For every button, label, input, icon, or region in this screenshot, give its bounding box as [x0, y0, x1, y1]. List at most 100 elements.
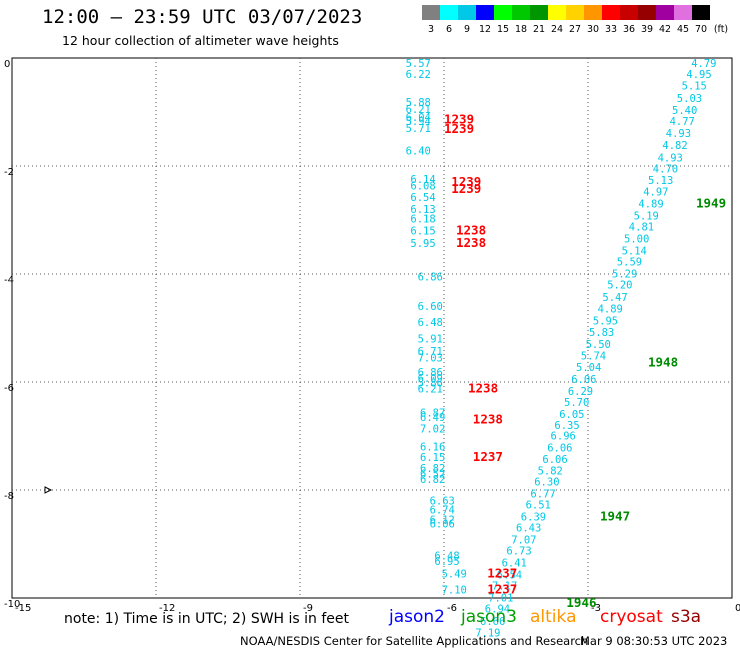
swh-value: 6.54 [497, 569, 522, 581]
swh-value: 6.41 [502, 558, 527, 570]
swh-value: 6.06 [571, 374, 596, 386]
swh-value: 7.19 [475, 628, 500, 640]
swh-value: 6.05 [559, 409, 584, 421]
pass-time-cryosat: 1238 [473, 411, 503, 426]
pass-time-jason3: 1947 [600, 509, 630, 524]
pass-time-jason3: 1948 [648, 355, 678, 370]
legend-label-9: 9 [463, 24, 471, 35]
swh-value: 6.86 [418, 271, 443, 283]
swh-value: 4.93 [658, 153, 683, 165]
swh-value: 6.12 [430, 514, 455, 526]
legend-swatch-21 [530, 5, 548, 20]
legend-swatch-6 [440, 5, 458, 20]
swh-value: 6.35 [554, 420, 579, 432]
satellite-cryosat: cryosat [600, 607, 663, 627]
swh-value: 5.86 [418, 378, 443, 390]
swh-value: 6.49 [420, 412, 445, 424]
pass-time-jason3: 1946 [566, 595, 596, 610]
swh-value: 6.48 [418, 317, 443, 329]
lon-tick-label: -15 [15, 603, 31, 614]
satellite-jason2: jason2 [389, 607, 445, 627]
swh-value: 7.02 [420, 424, 445, 436]
swh-value: 7.10 [442, 585, 467, 597]
swh-value: 6.22 [406, 69, 431, 81]
swh-value: 4.77 [670, 116, 695, 128]
legend-swatch-27 [566, 5, 584, 20]
swh-value: 7.17 [492, 581, 517, 593]
swh-value: 4.89 [598, 304, 623, 316]
pass-time-cryosat: 1239 [451, 181, 481, 196]
pass-time-cryosat: 1237 [473, 449, 503, 464]
pass-time-jason3: 1949 [696, 195, 726, 210]
legend-swatch-3 [422, 5, 440, 20]
legend-label-70: 70 [694, 24, 708, 35]
swh-value: 6.63 [430, 495, 455, 507]
swh-value: 5.82 [538, 466, 563, 478]
pass-time-cryosat: 1238 [468, 381, 498, 396]
swh-value: 5.71 [406, 123, 431, 135]
legend-swatch-12 [476, 5, 494, 20]
swh-value: 6.29 [568, 386, 593, 398]
legend-swatch-42 [656, 5, 674, 20]
legend-swatch-45 [674, 5, 692, 20]
swh-value: 5.00 [624, 234, 649, 246]
legend-label-3: 3 [427, 24, 435, 35]
lon-tick-label: -12 [159, 603, 175, 614]
satellite-s3a: s3a [671, 607, 702, 627]
lon-tick-label: 0 [735, 603, 740, 614]
swh-value: 6.18 [410, 214, 435, 226]
swh-value: 6.52 [420, 468, 445, 480]
pass-time-cryosat: 1239 [451, 174, 481, 189]
map-title: 12:00 – 23:59 UTC 03/07/2023 [42, 6, 363, 28]
swh-value: 6.30 [534, 477, 559, 489]
swh-value: 5.20 [607, 279, 632, 291]
pass-time-cryosat: 1239 [444, 121, 474, 136]
legend-swatch-36 [620, 5, 638, 20]
swh-value: 5.19 [634, 210, 659, 222]
pass-time-cryosat: 1238 [456, 235, 486, 250]
swh-value: 6.14 [410, 174, 435, 186]
pass-time-cryosat: 1237 [487, 582, 517, 597]
swh-value: 6.48 [434, 550, 459, 562]
legend-label-24: 24 [550, 24, 564, 35]
lat-tick-label: -8 [4, 491, 14, 502]
lat-tick-label: -6 [4, 383, 14, 394]
swh-value: 6.74 [430, 505, 455, 517]
legend-label-30: 30 [586, 24, 600, 35]
swh-value: 4.97 [643, 187, 668, 199]
swh-value: 6.09 [418, 373, 443, 385]
swh-value: 6.43 [516, 522, 541, 534]
swh-value: 6.82 [420, 474, 445, 486]
swh-value: 5.83 [589, 327, 614, 339]
lon-tick-label: -9 [303, 603, 313, 614]
swh-value: 4.95 [686, 69, 711, 81]
swh-value: 5.29 [612, 269, 637, 281]
swh-value: 7.01 [488, 593, 513, 605]
credit-line: NOAA/NESDIS Center for Satellite Applica… [240, 634, 589, 648]
swh-value: 6.06 [542, 454, 567, 466]
legend-swatch-70 [692, 5, 710, 20]
swh-value: 6.95 [434, 556, 459, 568]
legend-label-15: 15 [496, 24, 510, 35]
swh-value: 5.59 [617, 257, 642, 269]
swh-value: 5.49 [442, 568, 467, 580]
swh-value: 4.89 [638, 198, 663, 210]
swh-value: 5.14 [622, 245, 647, 257]
swh-value: 6.16 [420, 441, 445, 453]
legend-label-36: 36 [622, 24, 636, 35]
swh-value: 6.08 [410, 181, 435, 193]
pass-time-cryosat: 1237 [487, 565, 517, 580]
swh-value: 4.79 [691, 58, 716, 70]
pass-time-cryosat: 1239 [444, 112, 474, 127]
swh-value: 6.54 [410, 192, 435, 204]
swh-value: 5.74 [581, 351, 606, 363]
swh-value: 4.93 [666, 128, 691, 140]
swh-value: 4.70 [653, 163, 678, 175]
swh-value: 4.81 [629, 222, 654, 234]
lat-tick-label: 0 [4, 59, 10, 70]
legend-label-33: 33 [604, 24, 618, 35]
swh-value: 6.06 [430, 519, 455, 531]
generated-timestamp: Mar 9 08:30:53 UTC 2023 [580, 634, 728, 648]
swh-value: 6.21 [418, 384, 443, 396]
